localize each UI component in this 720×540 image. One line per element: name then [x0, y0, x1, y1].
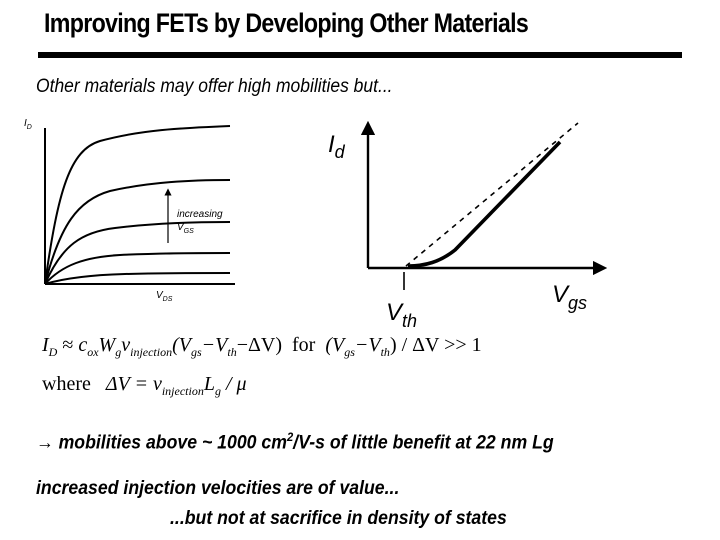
svg-text:VDS: VDS	[156, 290, 173, 303]
eq2-lhs: ΔV = v	[105, 373, 162, 395]
left-x-label-sub: DS	[163, 296, 173, 303]
svg-text:Vgs: Vgs	[552, 281, 587, 313]
eq1-cond-sub1: gs	[344, 345, 355, 359]
left-curve-3	[44, 221, 231, 285]
vth-label: V	[386, 299, 404, 326]
slide-subtitle: Other materials may offer high mobilitie…	[36, 76, 393, 97]
left-x-label: V	[156, 290, 164, 301]
left-curve-4	[44, 252, 231, 285]
eq1-cond-end: ) / ΔV >> 1	[389, 334, 482, 356]
eq2-end: / μ	[225, 373, 247, 395]
vth-label-sub: th	[402, 311, 417, 331]
eq1-cond-minus: −V	[354, 334, 381, 356]
svg-text:ID: ID	[24, 118, 32, 131]
right-y-label-sub: d	[335, 142, 346, 162]
eq1-cond-open: (V	[325, 334, 345, 356]
right-linear-extrapolation	[405, 122, 579, 267]
left-y-label-sub: D	[27, 124, 32, 131]
equation-current: ID ≈ coxWgvinjection(Vgs−Vth−ΔV) for (Vg…	[42, 334, 482, 360]
svg-text:VGS: VGS	[177, 222, 194, 235]
eq1-approx: ≈	[62, 334, 74, 356]
bullet-suffix: /V-s of little benefit at 22 nm Lg	[293, 432, 554, 454]
eq1-c: c	[78, 334, 88, 356]
eq1-v-sub: injection	[130, 345, 173, 359]
bullet-sup: 2	[286, 430, 294, 444]
density-of-states-line: ...but not at sacrifice in density of st…	[170, 508, 507, 529]
left-curve-5	[44, 272, 231, 285]
bullet-prefix: → mobilities above ~ 1000 cm	[36, 432, 287, 454]
injection-velocity-line: increased injection velocities are of va…	[36, 478, 400, 499]
eq1-v: v	[121, 334, 131, 356]
eq1-lhs: I	[42, 334, 49, 356]
right-x-label-sub: gs	[568, 293, 587, 313]
mobility-bullet: → mobilities above ~ 1000 cm2/V-s of lit…	[36, 430, 554, 454]
equation-delta-v: where ΔV = vinjectionLg / μ	[42, 373, 247, 399]
eq1-paren-sub: gs	[191, 345, 202, 359]
eq1-for: for	[291, 334, 316, 356]
left-curve-2	[44, 179, 231, 285]
eq1-cond-sub2: th	[380, 345, 390, 359]
slide-title: Improving FETs by Developing Other Mater…	[44, 8, 529, 38]
increasing-vgs-label-sub: GS	[184, 228, 194, 235]
eq1-paren: (V	[172, 334, 191, 356]
eq1-w: W	[98, 334, 116, 356]
left-y-label: I	[24, 118, 27, 129]
eq2-l: L	[203, 373, 215, 395]
title-divider	[38, 52, 682, 58]
eq1-end: −ΔV)	[236, 334, 282, 356]
right-id-curve	[407, 140, 562, 268]
eq1-lhs-sub: D	[48, 345, 58, 359]
svg-text:Id: Id	[328, 131, 346, 162]
right-x-label: V	[552, 281, 570, 308]
right-y-label: I	[328, 131, 335, 158]
eq2-l-sub: g	[214, 384, 221, 398]
increasing-label: increasing	[177, 209, 223, 220]
eq1-c-sub: ox	[87, 345, 99, 359]
svg-text:Vth: Vth	[386, 299, 417, 331]
eq1-w-sub: g	[115, 345, 122, 359]
eq2-where: where	[42, 373, 91, 395]
eq1-minus-v: −V	[201, 334, 228, 356]
eq1-minus-v-sub: th	[227, 345, 237, 359]
left-curve-1	[44, 125, 231, 285]
eq2-v-sub: injection	[161, 384, 204, 398]
increasing-vgs-label: V	[177, 222, 185, 233]
